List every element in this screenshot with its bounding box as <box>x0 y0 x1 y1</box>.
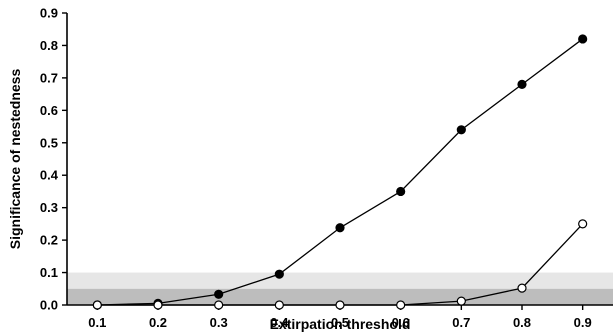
data-point <box>214 300 224 310</box>
series-group <box>92 34 588 310</box>
data-point <box>153 300 163 310</box>
series-1 <box>92 34 588 310</box>
significance-bands <box>67 272 613 305</box>
data-point <box>92 300 102 310</box>
x-tick-label: 0.1 <box>88 315 106 330</box>
x-tick-label: 0.3 <box>210 315 228 330</box>
x-tick-label: 0.2 <box>149 315 167 330</box>
y-tick-label: 0.7 <box>40 70 58 85</box>
y-axis-ticks: 0.0 0.1 0.2 0.3 0.4 0.5 0.6 0.7 0.8 0.9 <box>40 6 67 313</box>
axes <box>66 13 613 306</box>
x-tick-label: 0.7 <box>452 315 470 330</box>
data-point <box>274 269 284 279</box>
y-tick-label: 0.8 <box>40 38 58 53</box>
x-tick-label: 0.6 <box>392 315 410 330</box>
y-tick-label: 0.6 <box>40 103 58 118</box>
data-point <box>335 300 345 310</box>
data-point <box>578 34 588 44</box>
x-tick-label: 0.9 <box>574 315 592 330</box>
data-point <box>517 283 527 293</box>
data-point <box>396 300 406 310</box>
data-point <box>274 300 284 310</box>
series-2 <box>92 219 588 310</box>
data-point <box>456 296 466 306</box>
y-tick-label: 0.3 <box>40 200 58 215</box>
x-tick-label: 0.5 <box>331 315 349 330</box>
y-axis-label: Significance of nestedness <box>7 69 23 250</box>
data-point <box>214 289 224 299</box>
y-tick-label: 0.0 <box>40 298 58 313</box>
y-tick-label: 0.1 <box>40 265 58 280</box>
band-1 <box>67 288 613 305</box>
series-line <box>97 38 584 306</box>
y-tick-label: 0.4 <box>40 168 59 183</box>
x-tick-label: 0.4 <box>270 315 289 330</box>
data-point <box>517 79 527 89</box>
data-point <box>335 223 345 233</box>
y-tick-label: 0.5 <box>40 135 58 150</box>
y-tick-label: 0.9 <box>40 6 58 21</box>
x-tick-label: 0.8 <box>513 315 531 330</box>
y-tick-label: 0.2 <box>40 233 58 248</box>
x-axis-ticks: 0.1 0.2 0.3 0.4 0.5 0.6 0.7 0.8 0.9 <box>88 305 592 330</box>
x-axis-label: Extirpation threshold <box>270 316 411 332</box>
data-point <box>578 219 588 229</box>
data-point <box>456 125 466 135</box>
band-0 <box>67 272 613 289</box>
data-point <box>396 186 406 197</box>
